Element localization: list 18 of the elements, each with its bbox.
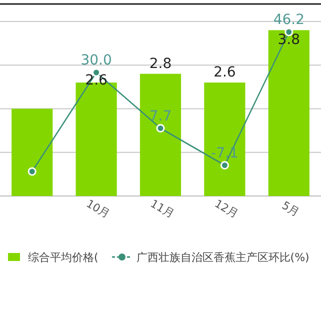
bar	[12, 108, 53, 196]
bar	[268, 30, 310, 196]
point	[220, 161, 229, 170]
data-label: 46.2	[273, 12, 304, 28]
data-label: 7.7	[149, 108, 172, 124]
data-label: 2.6	[214, 64, 236, 81]
point	[28, 167, 36, 176]
data-label: 30.0	[80, 52, 112, 68]
x-tick-label: 11月	[148, 197, 176, 221]
legend-label: 综合平均价格(	[28, 250, 98, 265]
bar	[140, 74, 182, 196]
x-tick-label: 12月	[212, 197, 241, 221]
data-label: 2.8	[149, 56, 172, 72]
x-tick-label: 5月	[280, 198, 302, 220]
legend-label: 广西壮族自治区香蕉主产区环比(%)	[136, 250, 310, 265]
point	[156, 124, 165, 132]
x-tick-label: 10月	[84, 197, 112, 221]
bar	[204, 82, 246, 196]
